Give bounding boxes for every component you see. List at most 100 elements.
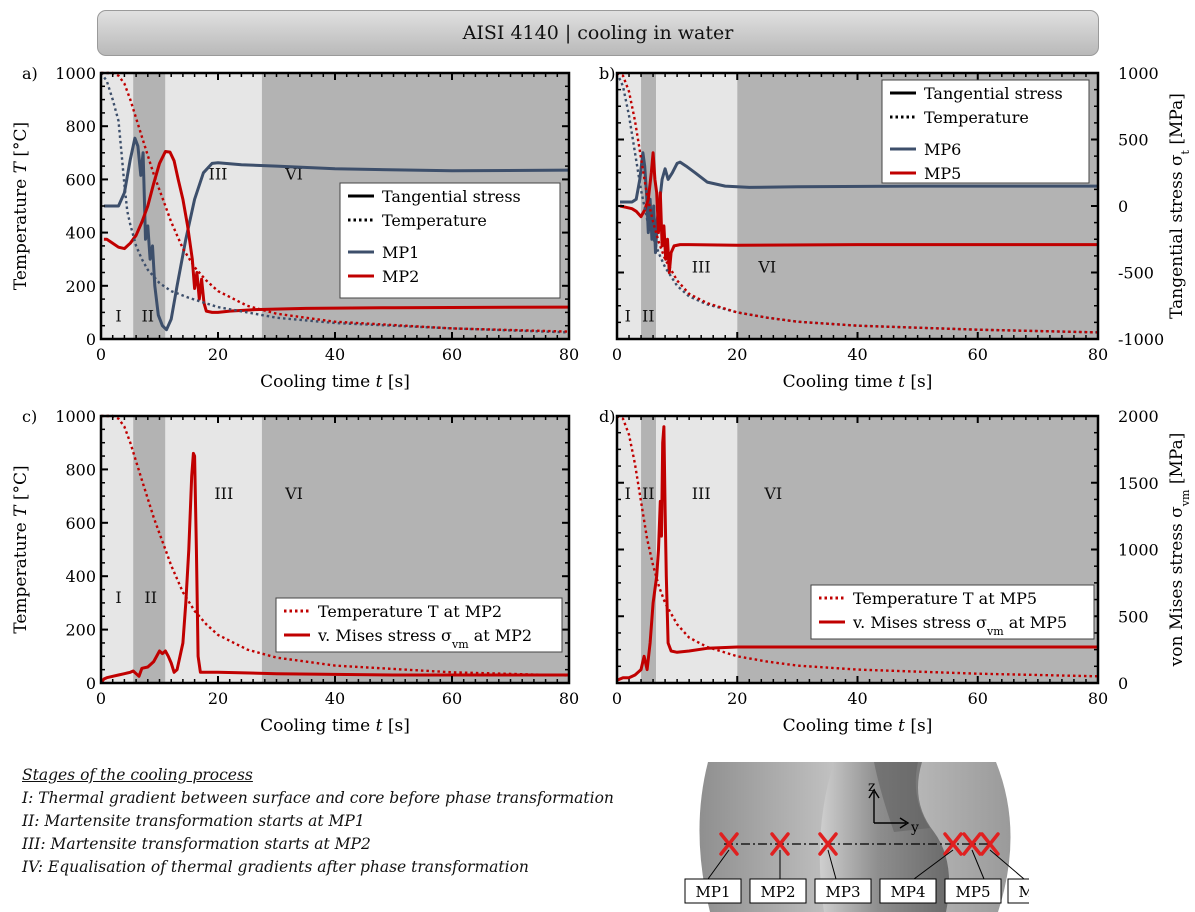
legend-entry: MP2 [382, 267, 419, 286]
specimen-model: z y MP1 MP2 MP3 MP4 [684, 762, 1029, 912]
panel-label: a) [22, 64, 38, 83]
legend-box [275, 597, 563, 653]
y-tick-label: 400 [65, 224, 96, 243]
y-tick-label: 0 [86, 330, 96, 349]
series-line-mp1 [103, 136, 570, 332]
x-axis-label: Cooling time t [s] [260, 372, 410, 392]
legend-entry: MP6 [924, 140, 961, 159]
stage-label: III [214, 484, 233, 503]
y-tick-label: 0 [1118, 197, 1128, 216]
x-tick-label: 0 [96, 689, 106, 708]
legend-entry: v. Mises stress σvm at MP2 [317, 626, 532, 651]
y-tick-label: 1500 [1118, 474, 1159, 493]
stage-label: II [141, 307, 154, 326]
chart-panel-4: I II III VI0 20 40 60 800500100015002000d)Cooli… [599, 407, 1159, 736]
y-tick-label: 1000 [55, 407, 96, 426]
x-tick-label: 0 [612, 689, 622, 708]
legend-entry: Tangential stress [924, 84, 1063, 103]
y-tick-label: 0 [86, 674, 96, 693]
x-tick-label: 40 [325, 689, 345, 708]
stage-band-3 [656, 416, 738, 683]
stage-band-4 [737, 416, 1098, 683]
x-tick-label: 20 [727, 345, 747, 364]
y-tick-label: 800 [65, 117, 96, 136]
series-line-t-mp2 [101, 71, 570, 333]
legend-entry: MP5 [924, 164, 961, 183]
stage-label: VI [284, 484, 303, 503]
y-tick-label: 1000 [1118, 541, 1159, 560]
stage-label: I [625, 307, 631, 326]
x-tick-label: 0 [612, 345, 622, 364]
x-tick-label: 80 [559, 689, 579, 708]
series-line-t-mp1 [100, 72, 570, 334]
x-tick-label: 40 [847, 689, 867, 708]
mp4-label: MP4 [891, 883, 926, 901]
stage-band-3 [656, 73, 738, 339]
panel-label: d) [599, 407, 615, 426]
x-tick-label: 40 [847, 345, 867, 364]
stage-item-2: II: Martensite transformation starts at … [22, 812, 365, 830]
x-tick-label: 80 [559, 345, 579, 364]
stage-label: VI [757, 258, 776, 277]
stage-label: III [209, 164, 228, 183]
x-tick-label: 80 [1088, 689, 1108, 708]
legend-entry: Temperature [382, 211, 487, 230]
x-axis-label: Cooling time t [s] [783, 372, 933, 392]
series-line-temperature-t-at-mp2 [101, 414, 570, 677]
mp2-label: MP2 [761, 883, 796, 901]
stage-band-3 [165, 416, 262, 683]
stage-item-1: I: Thermal gradient between surface and … [22, 789, 614, 807]
x-tick-label: 40 [325, 345, 345, 364]
x-axis-label: Cooling time t [s] [783, 716, 933, 736]
y-tick-label: -1000 [1118, 330, 1164, 349]
y-tick-label: -500 [1118, 264, 1154, 283]
mp4-marker [943, 832, 963, 856]
stage-band-2 [641, 416, 657, 683]
legend-entry: v. Mises stress σvm at MP5 [852, 613, 1067, 638]
legend-entry: Temperature [924, 108, 1029, 127]
x-tick-label: 60 [968, 345, 988, 364]
stage-band-1 [101, 416, 134, 683]
stage-label: I [115, 307, 121, 326]
legend-box [881, 79, 1090, 184]
y-tick-label: 200 [65, 621, 96, 640]
legend-box [339, 182, 561, 299]
stage-label: VI [284, 164, 303, 183]
mp6-marker [980, 832, 1000, 856]
x-tick-label: 0 [96, 345, 106, 364]
y-tick-label: 0 [1118, 674, 1128, 693]
y-tick-label: 600 [65, 514, 96, 533]
mp6-label: MP6 [1019, 883, 1030, 901]
y-tick-label: 600 [65, 170, 96, 189]
y-tick-label: 1000 [1118, 64, 1159, 83]
stages-legend: Stages of the cooling process I: Thermal… [22, 764, 682, 879]
y-tick-label: 400 [65, 567, 96, 586]
y-tick-label: 500 [1118, 607, 1149, 626]
stage-label: I [115, 588, 121, 607]
axis-y-label: y [910, 820, 919, 836]
series-line-mp2 [103, 150, 570, 314]
y-tick-label: 800 [65, 460, 96, 479]
stage-band-3 [165, 73, 262, 339]
stage-label: II [642, 484, 655, 503]
mp3-label: MP3 [826, 883, 861, 901]
y-axis-label: von Mises stress σvm [MPa] [1167, 433, 1192, 668]
chart-title-banner: AISI 4140 | cooling in water [97, 10, 1099, 56]
x-tick-label: 20 [727, 689, 747, 708]
mp5-label: MP5 [956, 883, 991, 901]
x-tick-label: 60 [968, 689, 988, 708]
y-axis-label: Temperature T [°C] [11, 465, 31, 633]
x-tick-label: 20 [208, 689, 228, 708]
stage-label: III [692, 258, 711, 277]
chart-title: AISI 4140 | cooling in water [462, 22, 734, 44]
stage-label: III [692, 484, 711, 503]
stage-item-4: IV: Equalisation of thermal gradients af… [22, 858, 529, 876]
stage-item-3: III: Martensite transformation starts at… [22, 835, 371, 853]
mp1-marker [719, 832, 739, 856]
stage-band-2 [133, 416, 166, 683]
axis-z-label: z [868, 779, 875, 795]
x-tick-label: 60 [442, 689, 462, 708]
